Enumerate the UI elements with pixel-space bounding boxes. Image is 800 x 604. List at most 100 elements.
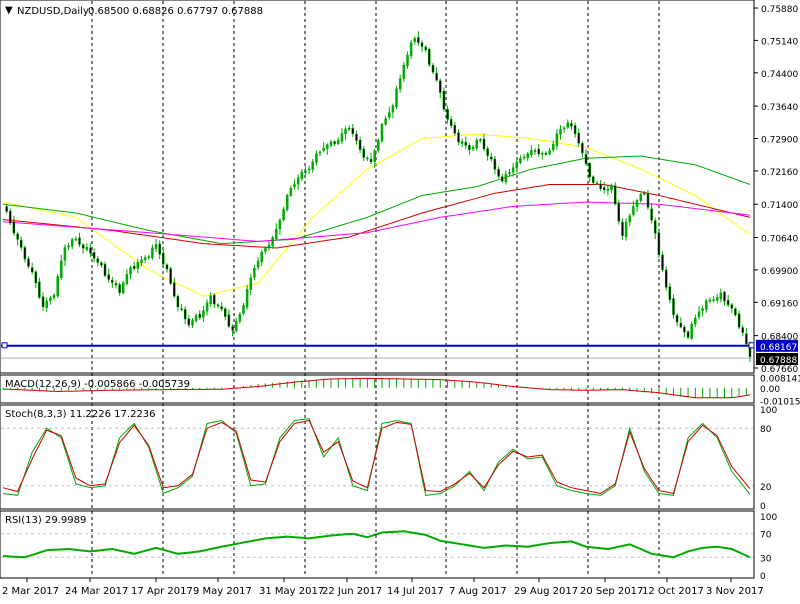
candle-body — [231, 326, 234, 331]
candle-body — [628, 215, 632, 223]
candle-body — [668, 286, 672, 300]
candle-body — [446, 109, 449, 120]
candle-body — [737, 313, 741, 328]
candle-body — [114, 283, 118, 286]
candle-body — [340, 133, 344, 142]
candle-body — [526, 153, 529, 159]
rsi-line — [2, 530, 751, 559]
macd-tick-label: 0.008141 — [760, 375, 800, 385]
candle-body — [500, 176, 504, 182]
candle-body — [278, 219, 282, 230]
candle-body — [253, 267, 256, 278]
last-price-tag — [756, 353, 798, 366]
candle-body — [457, 132, 460, 143]
candle-body — [471, 146, 475, 150]
candle-body — [453, 124, 457, 134]
candle-body — [366, 157, 369, 160]
candle-body — [515, 161, 519, 169]
candle-body — [690, 324, 693, 339]
candle-body — [326, 144, 329, 149]
candle-body — [311, 161, 314, 170]
candle-body — [391, 105, 395, 113]
date-tick-label: 3 Nov 2017 — [706, 586, 764, 597]
candle-body — [358, 139, 362, 150]
candle-body — [705, 300, 708, 310]
candle-body — [362, 148, 365, 158]
candle-body — [519, 157, 522, 163]
candle-body — [664, 269, 668, 288]
candle-body — [650, 208, 653, 221]
date-tick-label: 31 May 2017 — [259, 586, 324, 597]
price-tick-label: 0.73640 — [761, 103, 798, 113]
candle-body — [715, 297, 719, 301]
candle-body — [27, 258, 30, 267]
candle-body — [9, 210, 12, 224]
moving-averages — [2, 133, 751, 297]
candle-body — [140, 259, 143, 264]
candle-body — [530, 149, 533, 155]
candle-body — [595, 183, 599, 185]
candle-body — [136, 262, 140, 269]
candle-body — [100, 262, 103, 266]
candle-body — [504, 173, 508, 183]
candle-body — [227, 314, 231, 327]
date-tick-label: 29 Aug 2017 — [514, 586, 578, 597]
candle-body — [639, 193, 642, 201]
candle-body — [741, 327, 744, 333]
candle-body — [635, 200, 639, 207]
ohlc-label: 0.68500 0.68826 0.67797 0.67888 — [88, 6, 263, 17]
candle-body — [5, 206, 8, 212]
moving-average-line — [2, 184, 751, 249]
symbol-label: NZDUSD,Daily — [17, 6, 89, 17]
price-tick-label: 0.72900 — [761, 136, 798, 146]
candle-body — [719, 292, 723, 300]
candle-body — [617, 203, 621, 222]
candle-body — [522, 156, 526, 159]
rsi-tick-label: 70 — [760, 531, 772, 541]
candle-body — [70, 239, 74, 247]
candle-body — [643, 193, 646, 195]
rsi-tick-label: 100 — [760, 513, 777, 523]
candle-body — [45, 300, 48, 308]
candle-body — [592, 176, 595, 183]
rsi-tick-label: 30 — [760, 554, 772, 564]
candle-body — [551, 143, 555, 151]
candle-body — [213, 294, 216, 305]
candle-body — [165, 264, 169, 270]
candle-body — [307, 168, 311, 171]
candle-body — [81, 244, 85, 249]
main-panel — [0, 0, 755, 374]
price-tick-label: 0.71400 — [761, 201, 798, 211]
candle-body — [143, 257, 147, 260]
price-tick-label: 0.70640 — [761, 234, 798, 244]
candle-body — [654, 220, 657, 234]
candle-body — [118, 284, 121, 293]
candle-body — [395, 88, 398, 108]
candle-body — [74, 238, 78, 241]
stoch-tick-label: 20 — [760, 483, 772, 493]
candle-body — [103, 263, 107, 276]
candle-body — [745, 333, 748, 345]
candle-body — [209, 295, 212, 305]
rsi-label: RSI(13) 29.9989 — [5, 515, 86, 526]
candle-body — [60, 260, 63, 278]
moving-average-line — [2, 155, 751, 245]
candle-body — [183, 309, 187, 320]
price-tick-label: 0.75880 — [761, 5, 798, 15]
price-tick-label: 0.67660 — [761, 365, 798, 375]
candle-body — [329, 141, 333, 146]
candle-body — [624, 222, 628, 238]
candle-body — [129, 267, 132, 275]
candle-body — [588, 163, 591, 178]
candle-body — [428, 48, 431, 65]
candle-body — [562, 127, 566, 130]
level-price-tag — [756, 339, 798, 352]
candle-body — [468, 144, 471, 150]
candle-body — [19, 239, 23, 248]
candle-body — [267, 244, 271, 249]
price-tick-label: 0.69900 — [761, 267, 798, 277]
stoch-tick-label: 100 — [760, 406, 777, 416]
stoch-tick-label: 0 — [760, 502, 766, 512]
candle-body — [315, 153, 318, 163]
